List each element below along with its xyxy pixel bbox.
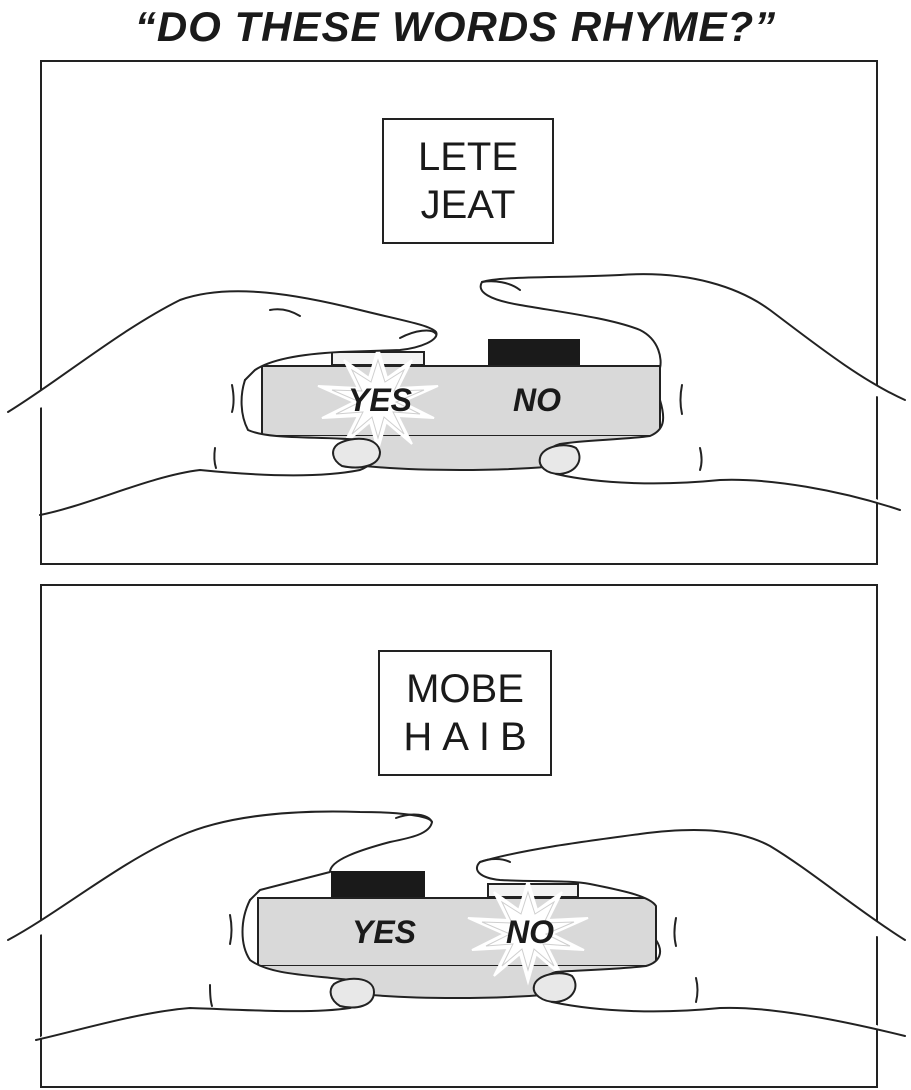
no-button[interactable] [488,339,580,367]
yes-button-label: YES [347,382,413,418]
word-2: JEAT [420,183,516,227]
no-button-label: NO [506,914,554,950]
page-title: “DO THESE WORDS RHYME?” [134,3,777,50]
word-pair-card: LETE JEAT [382,118,554,244]
left-hand-icon [7,810,433,1041]
word-pair-card: MOBE HAIB [378,650,552,776]
right-hand-icon [475,829,906,1037]
yes-button[interactable] [331,871,425,899]
word-1: LETE [417,135,519,179]
right-hand-icon [479,273,906,511]
left-hand-icon [7,290,438,516]
yes-button-label: YES [351,914,417,950]
word-2: HAIB [403,715,537,759]
word-1: MOBE [406,667,524,711]
no-button-label: NO [513,382,561,418]
